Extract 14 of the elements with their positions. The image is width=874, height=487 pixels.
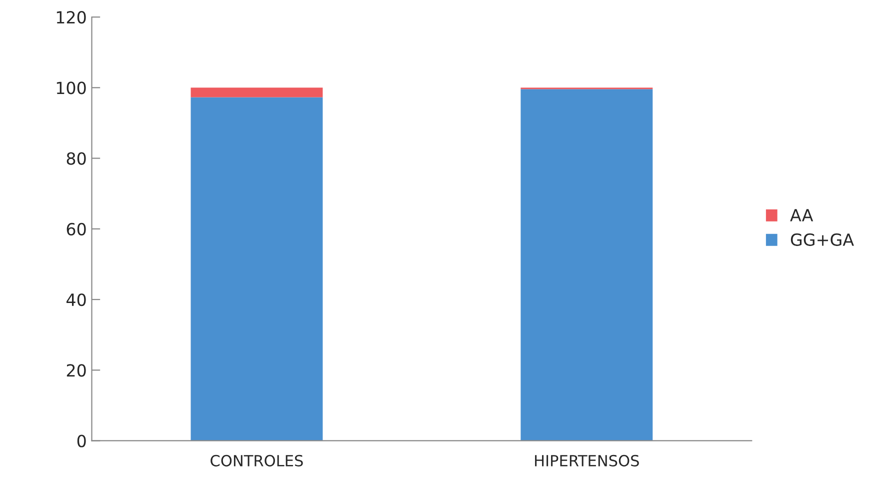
legend-label: AA: [790, 209, 814, 222]
bar: [190, 88, 323, 98]
bar: [520, 89, 653, 441]
bar: [190, 97, 323, 441]
y-tick-label: 120: [56, 11, 86, 24]
y-tick-label: 40: [66, 293, 86, 306]
x-tick-label: CONTROLES: [210, 454, 303, 466]
x-tick-label: HIPERTENSOS: [535, 454, 639, 466]
y-tick-label: 60: [66, 222, 86, 236]
y-tick-label: 20: [66, 364, 86, 377]
y-tick-label: 0: [77, 434, 86, 448]
y-tick-label: 100: [56, 82, 86, 94]
legend-label: GG+GA: [790, 233, 854, 246]
y-tick-label: 80: [66, 152, 86, 165]
